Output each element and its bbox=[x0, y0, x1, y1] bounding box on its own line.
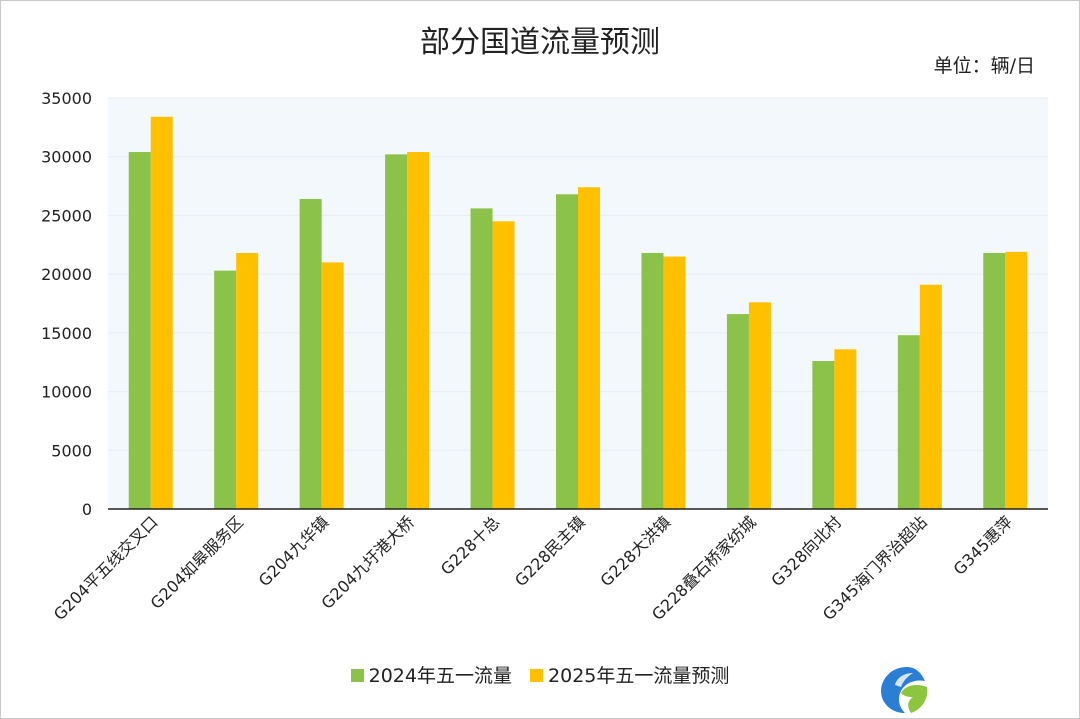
x-tick-label: G204九圩港大桥 bbox=[318, 512, 418, 612]
x-tick-label: G228民主镇 bbox=[511, 512, 589, 590]
x-tick-label: G328向北村 bbox=[767, 512, 845, 590]
x-tick-label: G204平五线交叉口 bbox=[50, 512, 162, 624]
legend-item-2024: 2024年五一流量 bbox=[350, 661, 512, 688]
y-tick-label: 15000 bbox=[41, 324, 92, 343]
legend-item-2025: 2025年五一流量预测 bbox=[530, 661, 729, 688]
y-tick-label: 10000 bbox=[41, 383, 92, 402]
y-tick-label: 5000 bbox=[51, 441, 92, 460]
bar-2025 bbox=[834, 349, 857, 509]
bar-2024 bbox=[726, 314, 749, 509]
bars bbox=[128, 116, 1028, 510]
y-tick-label: 35000 bbox=[41, 89, 92, 108]
logo-icon bbox=[881, 667, 928, 713]
bar-2025 bbox=[663, 256, 686, 509]
bar-2024 bbox=[983, 253, 1006, 509]
y-tick-label: 30000 bbox=[41, 148, 92, 167]
bar-2024 bbox=[470, 208, 493, 509]
bar-2024 bbox=[128, 152, 151, 509]
bar-2024 bbox=[812, 361, 835, 509]
x-tick-label: G204如皋服务区 bbox=[147, 512, 247, 612]
legend-label-2024: 2024年五一流量 bbox=[368, 665, 512, 687]
x-tick-label: G228大洪镇 bbox=[597, 512, 675, 590]
legend-swatch-2025 bbox=[530, 669, 544, 682]
x-tick-label: G204九华镇 bbox=[255, 512, 333, 590]
y-tick-label: 20000 bbox=[41, 265, 92, 284]
unit-label: 单位：辆/日 bbox=[933, 55, 1035, 77]
bar-2025 bbox=[748, 302, 771, 509]
bar-2024 bbox=[299, 198, 322, 509]
bar-2024 bbox=[214, 270, 237, 509]
bar-2025 bbox=[578, 187, 600, 509]
bar-2024 bbox=[385, 154, 408, 509]
legend-label-2025: 2025年五一流量预测 bbox=[548, 665, 730, 687]
bar-2025 bbox=[150, 116, 173, 509]
y-axis-ticks: 0 5000 10000 15000 20000 25000 30000 35000 bbox=[41, 89, 92, 519]
y-tick-label: 25000 bbox=[41, 206, 92, 225]
bar-2025 bbox=[919, 284, 942, 509]
chart-title: 部分国道流量预测 bbox=[420, 25, 660, 60]
x-tick-label: G345惠萍 bbox=[950, 512, 1016, 578]
legend: 2024年五一流量 2025年五一流量预测 bbox=[1, 661, 1079, 688]
bar-2024 bbox=[556, 194, 578, 509]
x-tick-label: G228十总 bbox=[437, 512, 503, 578]
legend-swatch-2024 bbox=[350, 669, 364, 682]
bar-2024 bbox=[897, 335, 920, 509]
bar-2025 bbox=[407, 152, 430, 509]
bar-2024 bbox=[641, 253, 664, 509]
bar-2025 bbox=[1005, 251, 1028, 509]
y-tick-label: 0 bbox=[82, 500, 92, 519]
bar-2025 bbox=[492, 221, 515, 510]
bar-2025 bbox=[236, 253, 259, 509]
bar-2025 bbox=[321, 262, 344, 509]
